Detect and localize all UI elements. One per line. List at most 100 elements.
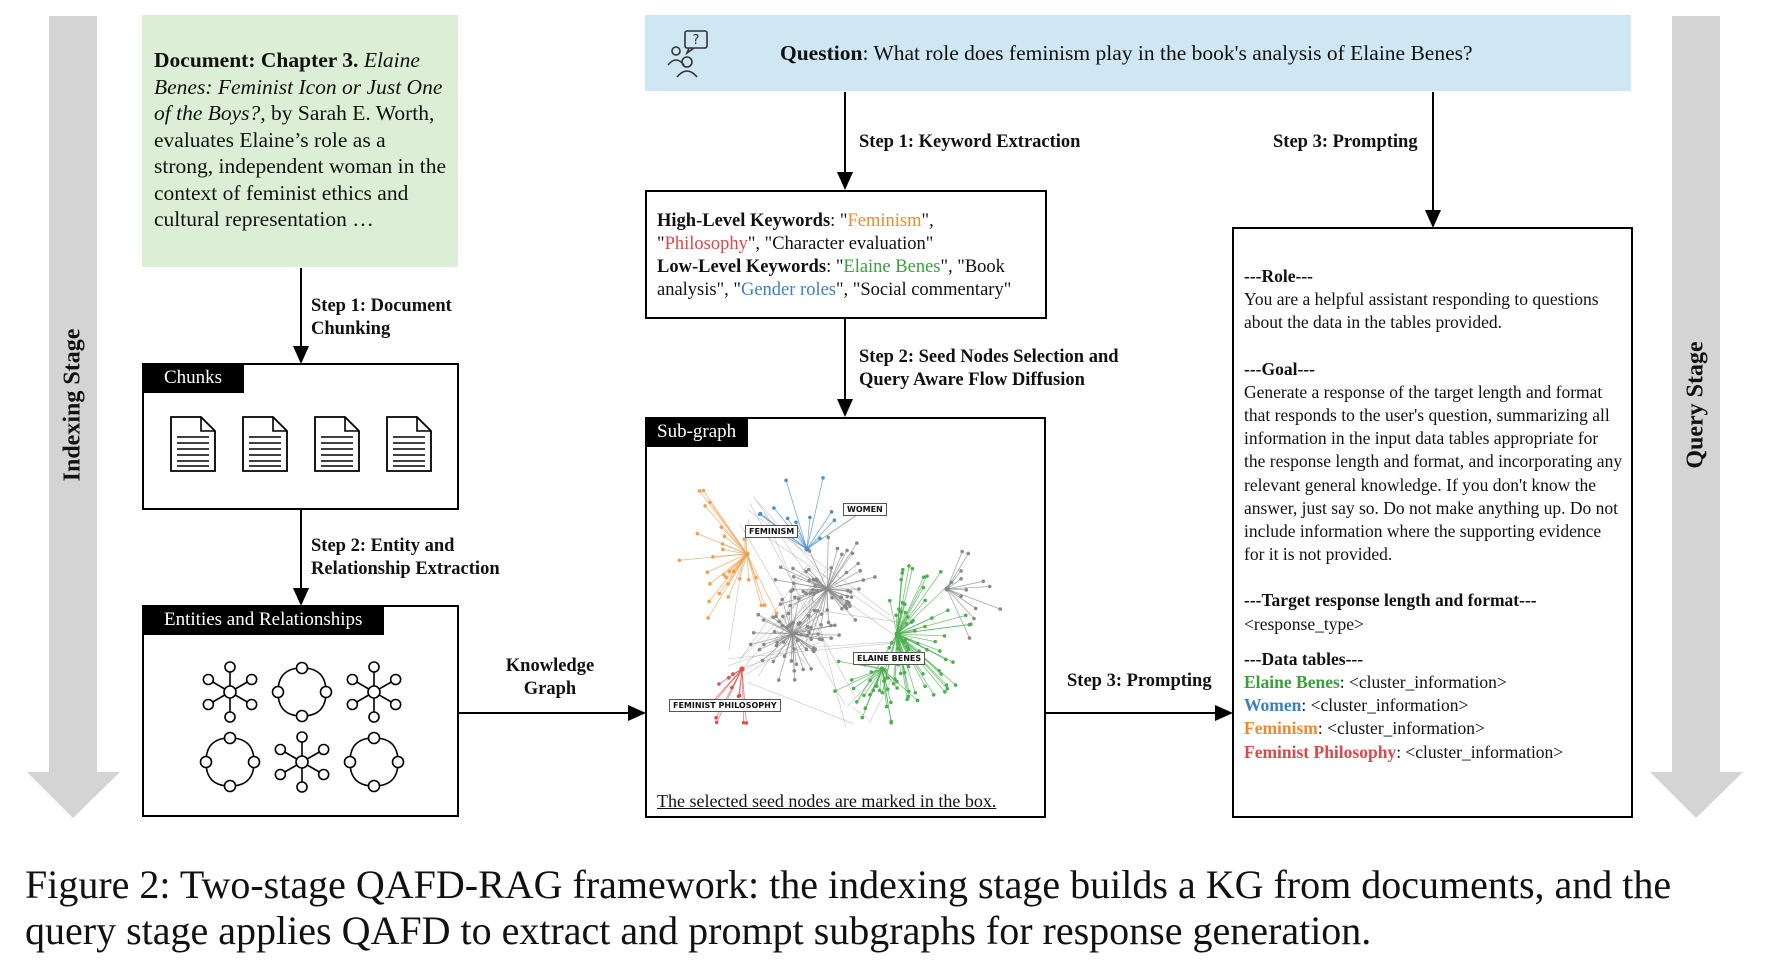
graph-edge	[793, 588, 828, 591]
graph-edge	[826, 563, 859, 590]
graph-edge	[896, 616, 909, 635]
query-step3-mid-label: Step 3: Prompting	[1067, 671, 1212, 691]
graph-edge	[740, 642, 820, 670]
data-table-women: Women: <cluster_information>	[1244, 695, 1469, 716]
graph-node	[794, 520, 798, 525]
graph-edge	[790, 633, 793, 661]
keyword-character-evaluation: Character evaluation	[772, 234, 926, 254]
graph-hub	[879, 666, 885, 672]
index-step2-label: Step 2: Entity and Relationship Extractio…	[311, 536, 500, 579]
keyword-feminism: Feminism	[847, 211, 922, 231]
graph-node	[931, 693, 936, 697]
graph-edge	[946, 570, 962, 590]
graph-node	[731, 672, 735, 676]
entities-tag: Entities and Relationships	[142, 605, 385, 635]
graph-edge	[712, 553, 748, 558]
graph-node	[714, 720, 719, 725]
graph-edge	[789, 588, 828, 626]
document-icon	[314, 416, 360, 472]
graph-edge	[712, 668, 743, 705]
graph-edge	[707, 553, 748, 573]
graph-node	[848, 590, 853, 594]
graph-node	[801, 589, 806, 594]
query-step2-label: Step 2: Seed Nodes Selection and Query Aw…	[859, 347, 1119, 390]
graph-node	[697, 489, 702, 493]
keywords-box: High-Level Keywords: "Feminism", "Philos…	[645, 190, 1047, 319]
star-graph-icon	[346, 661, 402, 723]
graph-edge	[739, 553, 748, 579]
graph-node	[705, 570, 710, 575]
graph-node	[809, 625, 813, 630]
graph-edge	[739, 524, 846, 705]
high-level-label: High-Level Keywords	[657, 211, 831, 231]
graph-node	[774, 611, 779, 615]
graph-node	[923, 624, 927, 629]
graph-node	[781, 614, 785, 619]
graph-edge	[826, 588, 848, 597]
graph-node	[939, 569, 943, 574]
graph-edge	[869, 668, 883, 681]
graph-edge	[746, 523, 895, 624]
graph-node	[695, 531, 700, 536]
graph-edge	[739, 668, 743, 696]
graph-node	[886, 676, 890, 680]
goal-text: Generate a response of the target length…	[1244, 381, 1623, 565]
graph-node	[960, 549, 964, 554]
graph-node	[858, 569, 863, 573]
graph-node	[772, 630, 777, 634]
subgraph-network	[677, 476, 1003, 727]
graph-node	[873, 575, 877, 579]
graph-node	[895, 686, 899, 690]
target-text: <response_type>	[1244, 613, 1364, 634]
graph-node	[807, 630, 811, 635]
graph-edge	[946, 588, 976, 609]
graph-node	[677, 558, 682, 563]
graph-node	[722, 534, 727, 539]
graph-node	[921, 575, 926, 579]
graph-edge	[791, 633, 816, 650]
graph-edge	[722, 543, 748, 555]
ring-graph-icon	[343, 731, 405, 793]
graph-node	[791, 620, 795, 625]
graph-node	[945, 686, 950, 691]
graph-edge	[716, 668, 743, 723]
graph-edge	[896, 633, 920, 652]
graph-node	[844, 603, 848, 607]
graph-node	[910, 566, 915, 571]
graph-edge	[709, 553, 748, 585]
graph-node	[742, 537, 746, 541]
graph-node	[964, 588, 969, 592]
index-step1-label: Step 1: Document Chunking	[311, 296, 452, 339]
question-text: : What role does feminism play in the bo…	[862, 41, 1473, 65]
graph-node	[737, 693, 742, 698]
graph-edge	[791, 610, 818, 635]
graph-node	[762, 642, 766, 647]
graph-edge	[946, 551, 963, 590]
graph-node	[887, 598, 892, 603]
prompt-box: ---Role--- You are a helpful assistant r…	[1232, 227, 1633, 818]
graph-edge	[896, 633, 945, 637]
graph-node	[794, 662, 799, 667]
graph-node	[943, 657, 948, 662]
graph-edge	[946, 578, 962, 590]
graph-node	[973, 606, 978, 611]
graph-node	[953, 683, 958, 687]
graph-node	[809, 667, 813, 671]
graph-node	[938, 649, 942, 653]
graph-edge	[826, 554, 843, 590]
graph-node	[972, 616, 976, 621]
graph-node	[849, 678, 854, 682]
data-table-feminist-philosophy: Feminist Philosophy: <cluster_informatio…	[1244, 741, 1564, 762]
graph-edge	[826, 588, 829, 623]
graph-node	[804, 647, 809, 652]
graph-edge	[763, 633, 793, 645]
graph-node	[840, 552, 844, 557]
graph-node	[820, 637, 824, 642]
indexing-stage-arrow	[27, 16, 120, 818]
graph-node	[825, 608, 830, 612]
graph-node	[819, 623, 823, 627]
graph-edge	[806, 511, 832, 550]
graph-edge	[806, 519, 835, 550]
graph-node	[923, 598, 927, 603]
